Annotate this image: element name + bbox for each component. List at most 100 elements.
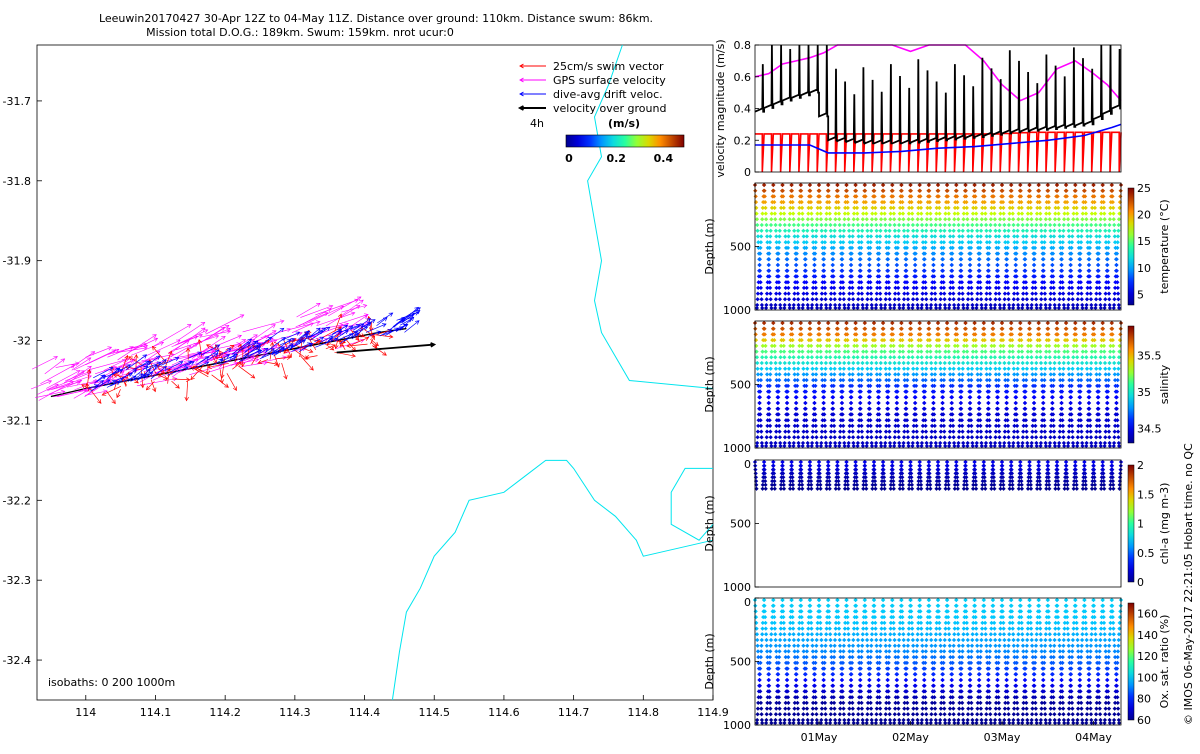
temperature-point: [755, 223, 759, 227]
chla-point: [973, 464, 977, 468]
chla-point: [800, 487, 804, 491]
salinity-point: [827, 344, 831, 348]
salinity-point: [929, 367, 933, 371]
temperature-point: [952, 306, 956, 310]
temperature-point: [762, 183, 766, 187]
salinity-point: [794, 401, 798, 405]
salinity-point: [764, 355, 768, 359]
salinity-point: [815, 444, 819, 448]
salinity-point: [995, 407, 999, 411]
salinity-point: [913, 407, 917, 411]
salinity-point: [850, 378, 854, 382]
temperature-point: [1061, 234, 1065, 238]
chla-point: [782, 483, 786, 487]
salinity-point: [759, 435, 763, 439]
temperature-point: [842, 217, 846, 221]
temperature-point: [957, 286, 961, 290]
temperature-point: [820, 286, 824, 290]
temperature-point: [786, 240, 790, 244]
salinity-point: [782, 344, 786, 348]
salinity-point: [878, 378, 882, 382]
temperature-point: [916, 217, 920, 221]
salinity-point: [1046, 327, 1050, 331]
salinity-point: [1030, 367, 1034, 371]
salinity-point: [783, 367, 787, 371]
temperature-point: [998, 306, 1002, 310]
temperature-point: [924, 223, 928, 227]
salinity-point: [921, 424, 925, 428]
temperature-point: [1021, 291, 1025, 295]
chla-point: [947, 487, 951, 491]
temperature-point: [948, 291, 952, 295]
temperature-point: [864, 206, 868, 210]
temperature-point: [1117, 223, 1121, 227]
salinity-point: [1009, 327, 1013, 331]
temperature-point: [1062, 217, 1066, 221]
salinity-point: [1059, 407, 1063, 411]
salinity-point: [986, 401, 990, 405]
temperature-point: [895, 263, 899, 267]
temperature-point: [911, 297, 915, 301]
salinity-point: [1020, 349, 1024, 353]
temperature-point: [933, 234, 937, 238]
salinity-point: [811, 424, 815, 428]
temperature-point: [1089, 306, 1093, 310]
temperature-point: [1114, 263, 1118, 267]
temperature-point: [1108, 306, 1112, 310]
chla-point: [835, 464, 839, 468]
temperature-point: [1084, 217, 1088, 221]
salinity-point: [837, 355, 841, 359]
salinity-point: [778, 361, 782, 365]
temperature-point: [840, 257, 844, 261]
temperature-point: [855, 306, 859, 310]
salinity-point: [842, 367, 846, 371]
temperature-point: [996, 257, 1000, 261]
salinity-point: [922, 401, 926, 405]
temperature-point: [1042, 240, 1046, 244]
temperature-point: [998, 217, 1002, 221]
salinity-point: [998, 355, 1002, 359]
temperature-point: [965, 206, 969, 210]
salinity-point: [936, 321, 940, 325]
temperature-point: [1057, 217, 1061, 221]
temperature-point: [805, 234, 809, 238]
salinity-point: [881, 321, 885, 325]
temperature-point: [835, 183, 839, 187]
temperature-point: [1016, 217, 1020, 221]
salinity-point: [1071, 435, 1075, 439]
temperature-point: [919, 206, 923, 210]
salinity-point: [822, 395, 826, 399]
temperature-point: [971, 306, 975, 310]
salinity-point: [1027, 321, 1031, 325]
temperature-point: [923, 240, 927, 244]
salinity-point: [968, 401, 972, 405]
salinity-point: [860, 435, 864, 439]
temperature-point: [773, 223, 777, 227]
temperature-point: [1046, 183, 1050, 187]
salinity-point: [854, 327, 858, 331]
salinity-point: [823, 378, 827, 382]
salinity-colorbar-tick-label: 35.5: [1137, 349, 1162, 362]
salinity-point: [931, 407, 935, 411]
chla-point: [1001, 487, 1005, 491]
salinity-point: [1089, 355, 1093, 359]
salinity-point: [813, 395, 817, 399]
temperature-point: [760, 306, 764, 310]
salinity-point: [791, 444, 795, 448]
chla-point: [937, 479, 941, 483]
temperature-point: [870, 217, 874, 221]
chla-point: [817, 464, 821, 468]
temperature-point: [1107, 234, 1111, 238]
temperature-point: [1053, 217, 1057, 221]
temperature-point: [977, 263, 981, 267]
salinity-point: [975, 367, 979, 371]
salinity-point: [988, 372, 992, 376]
temperature-point: [1099, 217, 1103, 221]
salinity-point: [984, 361, 988, 365]
temperature-point: [759, 229, 763, 233]
salinity-point: [924, 361, 928, 365]
temperature-point: [767, 263, 771, 267]
salinity-point: [998, 361, 1002, 365]
salinity-point: [1078, 401, 1082, 405]
temperature-point: [915, 223, 919, 227]
